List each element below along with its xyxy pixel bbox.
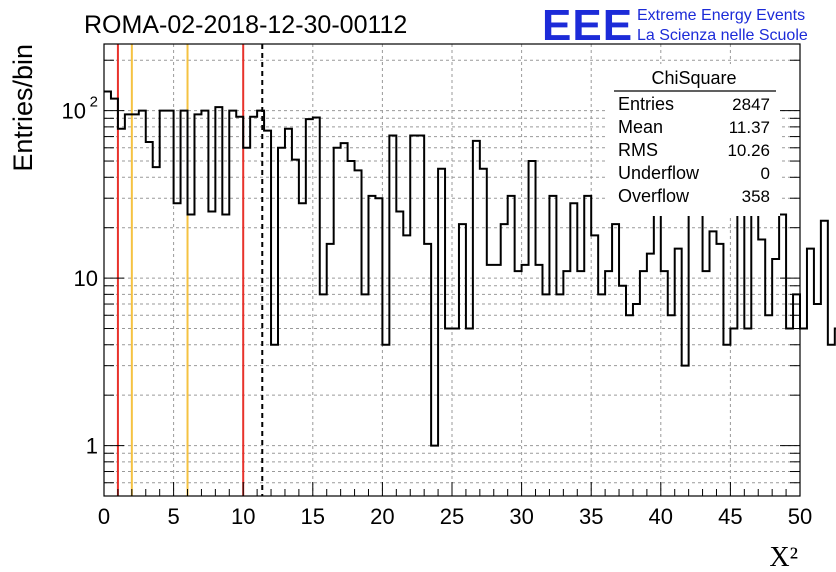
stats-entries-label: Entries (618, 94, 674, 114)
stats-underflow-value: 0 (761, 164, 770, 183)
stats-overflow-value: 358 (742, 187, 770, 206)
run-title: ROMA-02-2018-12-30-00112 (84, 11, 407, 39)
stats-rms-label: RMS (618, 140, 658, 160)
x-axis-title: X² (769, 542, 798, 572)
grid (104, 44, 800, 497)
x-tick-label: 25 (440, 504, 464, 529)
x-tick-label: 15 (301, 504, 325, 529)
eee-logo: EEE (542, 1, 633, 50)
x-tick-label: 30 (509, 504, 533, 529)
histogram-series (104, 90, 836, 447)
stats-box: ChiSquare Entries 2847 Mean 11.37 RMS 10… (608, 64, 780, 216)
x-tick-label: 40 (649, 504, 673, 529)
x-tick-label: 10 (231, 504, 255, 529)
org-subtitle: La Scienza nelle Scuole (637, 27, 808, 44)
stats-rms-value: 10.26 (727, 141, 770, 160)
x-tick-label: 45 (718, 504, 742, 529)
y-tick-label: 10 (62, 99, 86, 124)
stats-mean-value: 11.37 (729, 118, 770, 137)
x-tick-label: 0 (98, 504, 110, 529)
y-tick-label-exponent: 2 (90, 94, 98, 111)
stats-overflow-label: Overflow (618, 186, 690, 206)
axis-ticks (103, 59, 801, 497)
stats-mean-label: Mean (618, 117, 663, 137)
stats-underflow-label: Underflow (618, 163, 700, 183)
y-tick-label: 1 (86, 434, 98, 459)
org-name: Extreme Energy Events (637, 7, 805, 24)
x-tick-label: 50 (788, 504, 812, 529)
x-tick-label: 35 (579, 504, 603, 529)
x-tick-label: 20 (370, 504, 394, 529)
x-tick-label: 5 (167, 504, 179, 529)
y-axis-title: Entries/bin (8, 44, 38, 172)
y-tick-label: 10 (74, 266, 98, 291)
stats-entries-value: 2847 (732, 95, 770, 114)
stats-title: ChiSquare (651, 68, 736, 88)
